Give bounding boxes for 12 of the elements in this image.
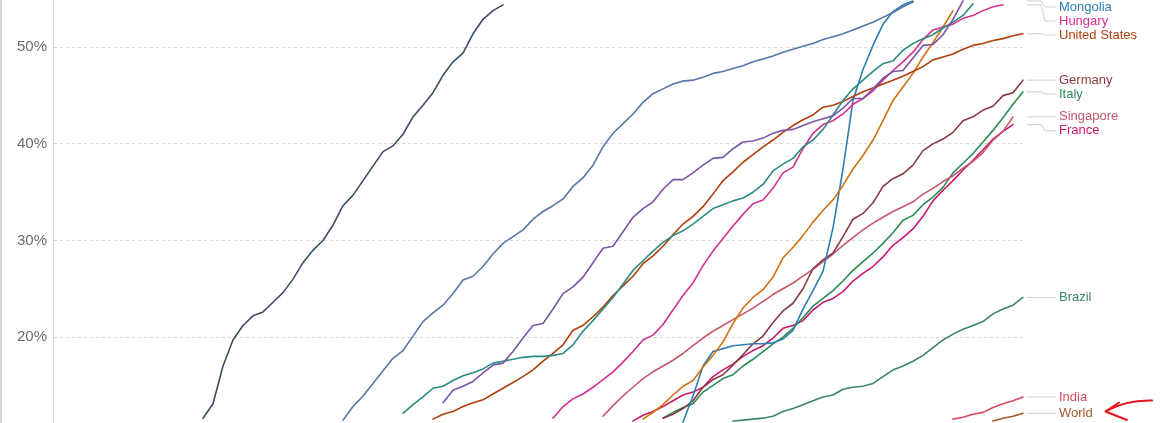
y-tick-label: 40% bbox=[16, 134, 47, 152]
text: Italy bbox=[1059, 85, 1084, 101]
text: Germany bbox=[1059, 71, 1113, 87]
y-tick-label: 50% bbox=[16, 37, 47, 55]
text: World bbox=[1059, 404, 1093, 420]
text: France bbox=[1059, 122, 1100, 138]
text: India bbox=[1059, 388, 1088, 404]
text: Singapore bbox=[1059, 108, 1119, 124]
y-tick-label: 30% bbox=[16, 230, 47, 248]
y-tick-label: 20% bbox=[16, 327, 47, 345]
text: Mongolia bbox=[1059, 0, 1113, 14]
text: Brazil bbox=[1059, 289, 1092, 305]
